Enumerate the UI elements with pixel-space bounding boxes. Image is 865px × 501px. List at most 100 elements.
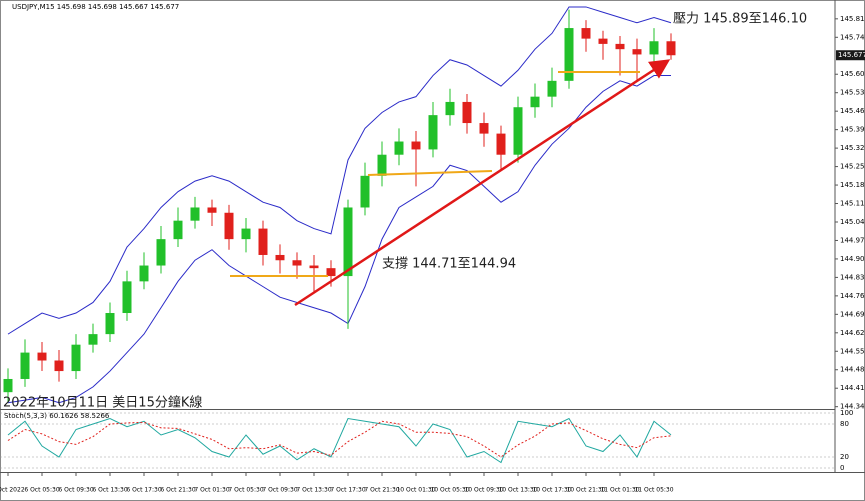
y-tick-label: 144.975 <box>840 236 865 244</box>
x-tick-label: 10 Oct 09:30 <box>464 487 503 494</box>
x-tick-label: 10 Oct 17:30 <box>532 487 571 494</box>
y-tick-label: 145.395 <box>840 126 865 134</box>
candle-body <box>122 281 132 314</box>
candle-body <box>20 352 30 379</box>
candle-body <box>37 352 47 361</box>
y-tick-label: 144.835 <box>840 273 865 281</box>
candle-body <box>3 378 13 393</box>
y-tick-label: 144.765 <box>840 292 865 300</box>
x-tick-label: 10 Oct 01:30 <box>396 487 435 494</box>
x-tick-label: 6 Oct 05:30 <box>24 487 59 494</box>
y-tick-label: 145.045 <box>840 218 865 226</box>
x-tick-label: 7 Oct 05:30 <box>228 487 263 494</box>
x-tick-label: 6 Oct 2022 <box>0 487 25 494</box>
candle-body <box>598 38 608 44</box>
candle-body <box>173 220 183 240</box>
x-tick-label: 6 Oct 09:30 <box>58 487 93 494</box>
candle-body <box>428 115 438 150</box>
header: USDJPY,M15 145.698 145.698 145.667 145.6… <box>12 3 179 11</box>
x-tick-label: 11 Oct 01:30 <box>600 487 639 494</box>
candle-body <box>462 101 472 124</box>
y-tick-label: 145.325 <box>840 144 865 152</box>
candle-body <box>666 41 676 56</box>
support-line <box>367 170 493 176</box>
candle-body <box>71 344 81 372</box>
x-tick-label: 7 Oct 13:30 <box>296 487 331 494</box>
x-tick-label: 6 Oct 13:30 <box>92 487 127 494</box>
y-tick-label: 145.255 <box>840 163 865 171</box>
candle-body <box>258 228 268 255</box>
indicator-label: Stoch(5,3,3) 60.1626 58.5266 <box>4 412 110 420</box>
support-note: 支撐 144.71至144.94 <box>382 257 516 272</box>
plot-area <box>3 6 676 404</box>
stoch-main <box>7 417 672 464</box>
x-tick-label: 6 Oct 21:30 <box>160 487 195 494</box>
candle-body <box>530 96 540 108</box>
y-tick-label: 144.485 <box>840 366 865 374</box>
candle-body <box>411 141 421 150</box>
y-tick-label: 145.605 <box>840 70 865 78</box>
candle-body <box>224 212 234 240</box>
band-upper <box>7 6 672 335</box>
candle-body <box>343 207 353 277</box>
candle-body <box>241 228 251 240</box>
x-tick-label: 10 Oct 21:30 <box>566 487 605 494</box>
y-tick-label: 144.905 <box>840 255 865 263</box>
trend-line <box>294 59 671 307</box>
indicator-tick-label: 0 <box>840 464 844 472</box>
candle-body <box>156 239 166 266</box>
candle-body <box>326 268 336 277</box>
candle-body <box>632 49 642 55</box>
y-tick-label: 144.415 <box>840 384 865 392</box>
x-tick-label: 7 Oct 09:30 <box>262 487 297 494</box>
x-tick-label: 7 Oct 01:30 <box>194 487 229 494</box>
x-tick-label: 10 Oct 13:30 <box>498 487 537 494</box>
resistance-note: 壓力 145.89至146.10 <box>673 12 807 27</box>
candle-body <box>105 313 115 335</box>
candle-body <box>377 154 387 176</box>
x-tick-label: 6 Oct 17:30 <box>126 487 161 494</box>
candle-body <box>581 28 591 39</box>
x-tick-label: 7 Oct 21:30 <box>364 487 399 494</box>
x-tick-label: 11 Oct 05:30 <box>634 487 673 494</box>
candle-body <box>275 254 285 261</box>
chart-title: 2022年10月11日 美日15分鐘K線 <box>3 395 202 411</box>
indicator-tick-label: 80 <box>840 420 849 428</box>
candle-body <box>360 175 370 208</box>
y-tick-label: 145.815 <box>840 15 865 23</box>
candle-body <box>479 123 489 134</box>
x-tick-label: 7 Oct 17:30 <box>330 487 365 494</box>
last-price-label: 145.677 <box>838 51 865 59</box>
x-tick-label: 10 Oct 05:30 <box>430 487 469 494</box>
indicator-tick-label: 100 <box>840 409 853 417</box>
candle-body <box>649 41 659 55</box>
candle-body <box>547 80 557 97</box>
y-tick-label: 145.535 <box>840 89 865 97</box>
y-tick-label: 144.625 <box>840 329 865 337</box>
band-lower <box>7 75 671 404</box>
candle-body <box>54 360 64 372</box>
candle-body <box>445 101 455 116</box>
y-tick-label: 144.345 <box>840 403 865 411</box>
last-price-box <box>836 50 865 61</box>
y-tick-label: 144.555 <box>840 347 865 355</box>
candle-body <box>513 107 523 155</box>
y-tick-label: 145.115 <box>840 200 865 208</box>
candle-body <box>564 28 574 81</box>
candle-body <box>190 207 200 221</box>
candle-body <box>139 265 149 282</box>
candle-body <box>88 334 98 345</box>
stoch-signal <box>7 420 672 458</box>
candle-body <box>496 133 506 155</box>
y-tick-label: 145.745 <box>840 33 865 41</box>
candle-body <box>207 207 217 213</box>
candle-body <box>394 141 404 155</box>
candle-body <box>615 43 625 50</box>
y-tick-label: 145.185 <box>840 181 865 189</box>
candle-body <box>309 265 319 269</box>
indicator-tick-label: 20 <box>840 453 849 461</box>
y-tick-label: 145.465 <box>840 107 865 115</box>
candle-body <box>292 260 302 266</box>
